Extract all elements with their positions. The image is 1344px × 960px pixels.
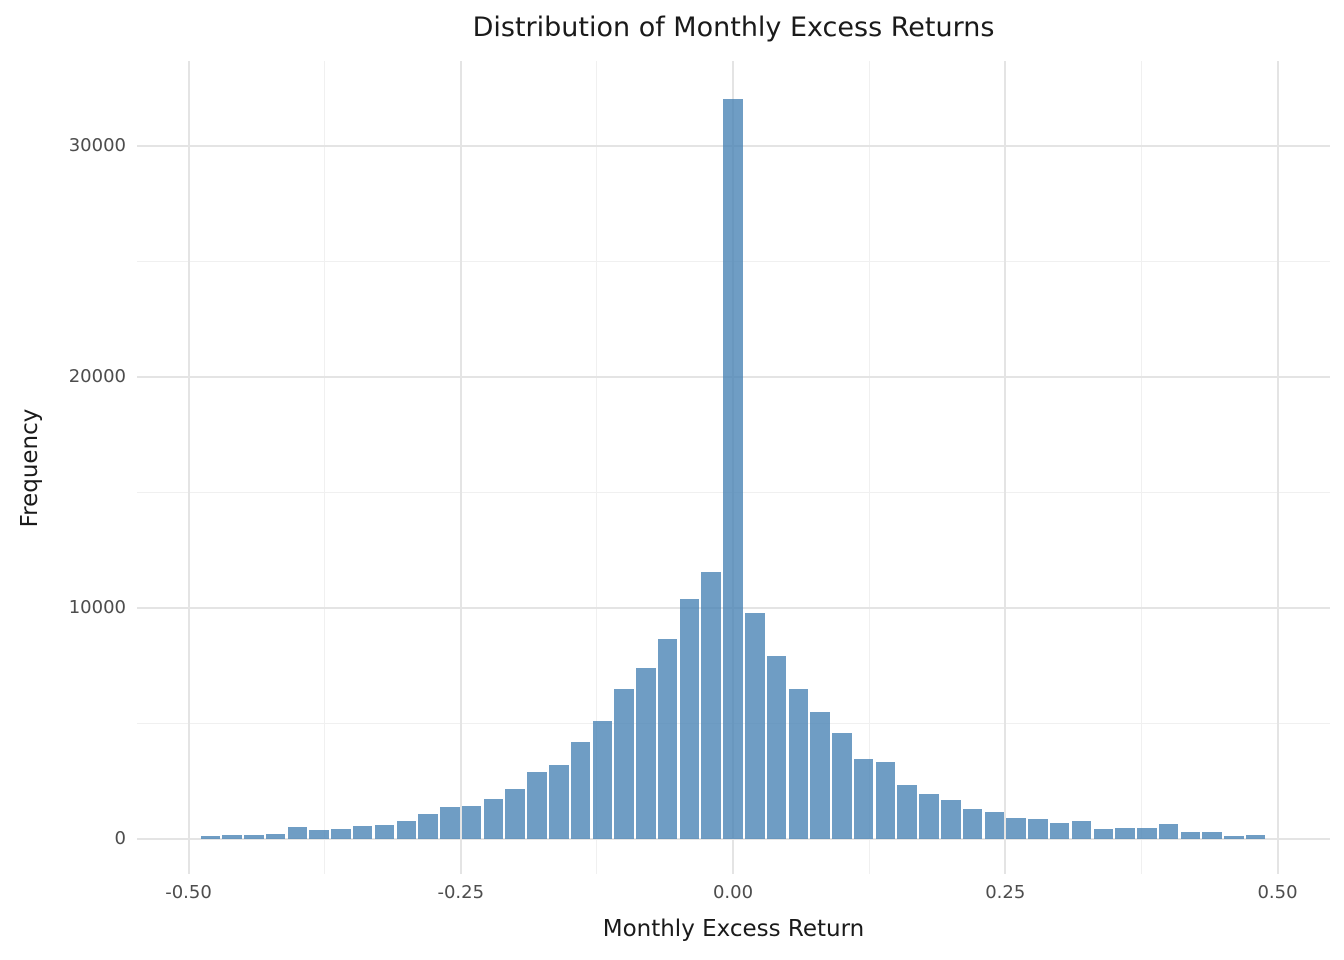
x-axis-label: Monthly Excess Return (602, 916, 865, 942)
histogram-bar (1224, 835, 1244, 839)
plot-panel (137, 61, 1330, 874)
histogram-bar (962, 809, 983, 839)
histogram-bar (527, 772, 547, 839)
histogram-bar (636, 668, 656, 839)
histogram-bar (614, 688, 634, 839)
histogram-bar (1071, 820, 1092, 839)
histogram-bar (483, 799, 504, 839)
histogram-bar (1115, 827, 1135, 839)
histogram-bar (1245, 834, 1266, 839)
histogram-bar (200, 835, 221, 839)
histogram-bar (418, 813, 438, 839)
histogram-bar (331, 828, 351, 839)
histogram-bar (374, 824, 395, 839)
x-minor-gridline (324, 61, 326, 874)
histogram-bar (766, 656, 787, 839)
histogram-bar (287, 826, 308, 839)
histogram-bar (657, 638, 678, 839)
x-tick-label: -0.50 (165, 882, 212, 903)
y-tick-label: 30000 (68, 135, 126, 156)
y-tick-label: 20000 (68, 366, 126, 387)
x-tick-label: 0.50 (1257, 882, 1298, 903)
histogram-bar (853, 758, 874, 839)
histogram-bar (396, 821, 417, 839)
histogram-bar (1006, 817, 1026, 839)
histogram-bar (592, 721, 613, 839)
y-tick-label: 10000 (68, 597, 126, 618)
histogram-bar (679, 599, 700, 839)
histogram-bar (788, 688, 809, 839)
histogram-bar (549, 765, 569, 839)
histogram-bar (723, 99, 743, 839)
histogram-bar (701, 572, 721, 839)
histogram-bar (1049, 822, 1070, 839)
histogram-bar (897, 785, 917, 839)
x-major-gridline (459, 61, 462, 874)
x-tick-label: 0.25 (985, 882, 1026, 903)
histogram-bar (919, 793, 939, 839)
chart-title: Distribution of Monthly Excess Returns (472, 12, 995, 43)
histogram-bar (1028, 819, 1048, 839)
histogram-bar (244, 834, 264, 839)
histogram-bar (1137, 828, 1157, 839)
histogram-bar (1158, 824, 1179, 839)
histogram-bar (745, 612, 765, 839)
histogram-bar (265, 834, 286, 839)
histogram-bar (461, 805, 482, 839)
histogram-bar (1180, 831, 1201, 839)
histogram-bar (941, 800, 961, 839)
histogram-bar (222, 835, 242, 839)
histogram-bar (570, 741, 591, 839)
histogram-bar (810, 711, 830, 839)
histogram-bar (1093, 829, 1113, 839)
x-major-gridline (1004, 61, 1007, 874)
x-minor-gridline (596, 61, 598, 874)
x-minor-gridline (868, 61, 870, 874)
histogram-bar (440, 807, 460, 839)
x-tick-label: -0.25 (437, 882, 485, 903)
histogram-bar (984, 811, 1005, 839)
histogram-bar (832, 732, 852, 839)
histogram-bar (309, 829, 329, 839)
histogram-bar (505, 789, 525, 839)
x-minor-gridline (1140, 61, 1142, 874)
x-major-gridline (187, 61, 190, 874)
x-major-gridline (1276, 61, 1279, 874)
y-axis-label: Frequency (17, 408, 43, 528)
histogram-bar (1202, 832, 1222, 839)
y-tick-label: 0 (114, 828, 126, 849)
x-tick-label: 0.00 (712, 882, 754, 903)
histogram-bar (875, 762, 896, 839)
histogram-bar (352, 825, 373, 839)
